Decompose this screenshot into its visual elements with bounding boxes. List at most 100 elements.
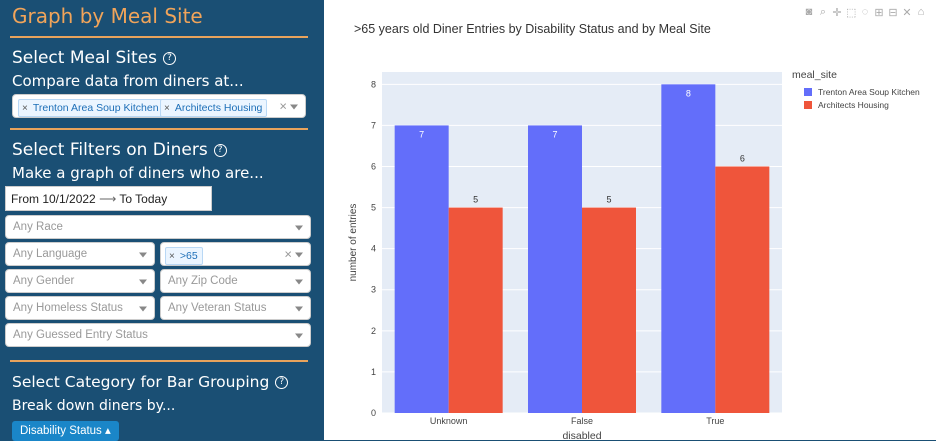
chevron-down-icon[interactable] — [139, 279, 147, 285]
homeless-status-placeholder: Any Homeless Status — [13, 302, 123, 314]
remove-chip-icon[interactable]: × — [169, 251, 175, 262]
language-dropdown[interactable]: Any Language — [5, 242, 155, 266]
age-chip-label: >65 — [179, 250, 198, 262]
meal-site-chip[interactable]: × Trenton Area Soup Kitchen — [18, 99, 164, 117]
x-tick-label: True — [706, 416, 724, 426]
meal-site-multiselect[interactable]: × Trenton Area Soup Kitchen × Architects H… — [12, 94, 306, 118]
zoom-icon[interactable]: ⌕ — [819, 6, 827, 18]
y-tick-label: 2 — [371, 326, 376, 336]
grouping-subheading: Break down diners by... — [12, 398, 176, 414]
data-label: 6 — [740, 153, 745, 163]
app-title: Graph by Meal Site — [12, 4, 203, 28]
zoom-in-icon[interactable]: ⊞ — [874, 7, 884, 19]
y-tick-label: 3 — [371, 285, 376, 295]
y-axis-label: number of entries — [348, 204, 359, 282]
zip-code-dropdown[interactable]: Any Zip Code — [160, 269, 311, 293]
date-to[interactable]: To Today — [119, 192, 168, 206]
grouping-heading: Select Category for Bar Grouping? — [12, 373, 289, 391]
data-label: 7 — [552, 129, 557, 139]
group-by-button[interactable]: Disability Status ▴ — [12, 421, 119, 441]
help-icon[interactable]: ? — [275, 376, 289, 389]
age-multiselect[interactable]: × >65 × — [160, 242, 311, 266]
camera-icon[interactable]: ◙ — [805, 6, 813, 18]
remove-chip-icon[interactable]: × — [164, 103, 170, 114]
divider — [10, 36, 308, 38]
data-label: 5 — [606, 195, 611, 205]
chevron-down-icon[interactable] — [295, 333, 303, 339]
x-tick-label: Unknown — [430, 416, 468, 426]
veteran-status-placeholder: Any Veteran Status — [168, 302, 267, 314]
filters-heading: Select Filters on Diners? — [12, 140, 227, 160]
bar — [394, 125, 449, 413]
bar — [715, 166, 770, 413]
chevron-down-icon[interactable] — [290, 104, 298, 110]
language-placeholder: Any Language — [13, 248, 88, 260]
chevron-down-icon[interactable] — [139, 252, 147, 258]
bar — [528, 125, 582, 413]
data-label: 5 — [473, 195, 478, 205]
legend-title: meal_site — [792, 69, 837, 81]
bar — [661, 84, 716, 413]
homeless-status-dropdown[interactable]: Any Homeless Status — [5, 296, 155, 320]
meal-site-chip-label: Trenton Area Soup Kitchen — [32, 102, 159, 114]
sidebar: Graph by Meal Site Select Meal Sites? Co… — [0, 0, 320, 441]
legend-label: Trenton Area Soup Kitchen — [818, 87, 920, 97]
zip-code-placeholder: Any Zip Code — [168, 275, 238, 287]
zoom-out-icon[interactable]: ⊟ — [888, 7, 898, 19]
meal-sites-heading-text: Select Meal Sites — [12, 48, 158, 68]
chevron-down-icon[interactable] — [139, 306, 147, 312]
date-from[interactable]: From 10/1/2022 — [11, 192, 96, 206]
data-label: 7 — [419, 129, 424, 139]
chart-title: >65 years old Diner Entries by Disabilit… — [354, 22, 711, 36]
box-select-icon[interactable]: ⬚ — [846, 7, 857, 19]
race-dropdown[interactable]: Any Race — [5, 215, 311, 239]
legend-label: Architects Housing — [818, 100, 889, 110]
grouping-heading-text: Select Category for Bar Grouping — [12, 373, 270, 391]
x-axis-label: disabled — [562, 430, 601, 440]
bar-chart: 0 1 2 3 4 5 6 7 8 7 5 Unknown 7 5 False 8 6 True disabled n… — [348, 69, 920, 440]
race-placeholder: Any Race — [13, 221, 63, 233]
plot-toolbar: ◙ ⌕ ✛ ⬚ ◌ ⊞ ⊟ ✕ ⌂ — [804, 6, 926, 19]
bar — [582, 207, 636, 413]
chevron-down-icon[interactable] — [295, 279, 303, 285]
date-range-picker[interactable]: From 10/1/2022 ⟶ To Today — [5, 186, 212, 211]
bar — [448, 207, 503, 413]
legend-swatch — [804, 88, 812, 96]
y-tick-label: 1 — [371, 367, 376, 377]
veteran-status-dropdown[interactable]: Any Veteran Status — [160, 296, 311, 320]
chevron-down-icon[interactable] — [295, 225, 303, 231]
y-tick-label: 6 — [371, 161, 376, 171]
lasso-icon[interactable]: ◌ — [861, 6, 869, 18]
data-label: 8 — [686, 88, 691, 98]
clear-icon[interactable]: × — [284, 246, 292, 262]
filters-subheading: Make a graph of diners who are... — [12, 164, 264, 182]
chevron-down-icon[interactable] — [295, 252, 303, 258]
y-tick-label: 0 — [371, 408, 376, 418]
y-tick-label: 4 — [371, 244, 376, 254]
meal-site-chip[interactable]: × Architects Housing — [160, 99, 268, 117]
legend-swatch — [804, 101, 812, 109]
meal-sites-heading: Select Meal Sites? — [12, 48, 177, 68]
help-icon[interactable]: ? — [163, 51, 177, 65]
divider — [10, 360, 308, 362]
age-chip[interactable]: × >65 — [165, 247, 203, 265]
remove-chip-icon[interactable]: × — [22, 103, 28, 114]
x-tick-label: False — [571, 416, 593, 426]
chevron-down-icon[interactable] — [295, 306, 303, 312]
clear-icon[interactable]: × — [279, 98, 287, 114]
gender-placeholder: Any Gender — [13, 275, 75, 287]
chart-panel: ◙ ⌕ ✛ ⬚ ◌ ⊞ ⊟ ✕ ⌂ >65 years old Diner En… — [324, 0, 936, 440]
pan-icon[interactable]: ✛ — [832, 7, 842, 19]
gender-dropdown[interactable]: Any Gender — [5, 269, 155, 293]
autoscale-icon[interactable]: ✕ — [902, 7, 912, 19]
arrow-right-icon: ⟶ — [99, 192, 117, 206]
meal-sites-subheading: Compare data from diners at... — [12, 72, 244, 90]
meal-site-chip-label: Architects Housing — [174, 102, 263, 114]
help-icon[interactable]: ? — [213, 143, 227, 157]
y-tick-label: 5 — [371, 203, 376, 213]
y-tick-label: 8 — [371, 79, 376, 89]
home-icon[interactable]: ⌂ — [917, 6, 925, 18]
guessed-entry-dropdown[interactable]: Any Guessed Entry Status — [5, 323, 311, 347]
guessed-entry-placeholder: Any Guessed Entry Status — [13, 329, 148, 341]
divider — [10, 128, 308, 130]
